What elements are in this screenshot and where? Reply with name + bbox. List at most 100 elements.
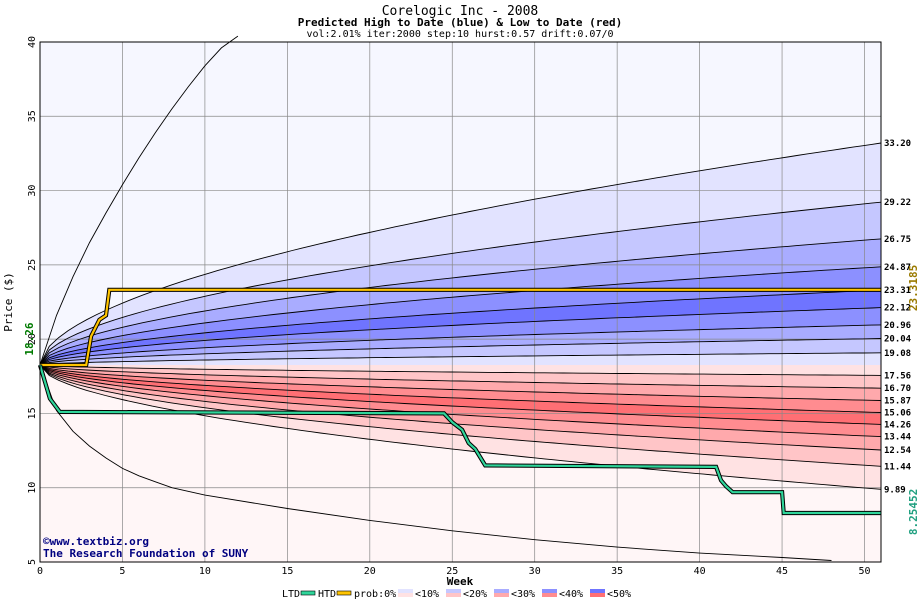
legend-swatch-red [398,593,413,597]
credit-line-1: ©www.textbiz.org [43,535,149,548]
quantile-label: 20.96 [884,321,911,331]
quantile-line [39,364,882,425]
quantile-line [39,364,882,438]
legend-ltd-swatch [300,590,316,596]
x-tick-label: 40 [694,566,706,577]
quantile-label: 19.08 [884,349,911,359]
y-axis-label: Price ($) [2,272,15,332]
start-price-label: 18.26 [23,322,36,355]
chart-subtitle: Predicted High to Date (blue) & Low to D… [298,16,623,29]
band-low-6 [40,365,881,450]
legend-htd-swatch [336,590,352,596]
quantile-labels: 33.20 29.22 26.75 24.87 23.31 22.12 20.96 20.04… [884,139,912,495]
band-high-1 [40,202,881,365]
quantile-line [39,338,882,366]
band-low-4 [40,365,881,425]
band-low-3 [40,365,881,413]
y-tick-label: 20 [27,333,38,345]
x-tick-label: 30 [529,566,541,577]
legend-swatch-blue [398,589,413,593]
legend-swatch-red [446,593,461,597]
ltd-end-label: 8.25452 [907,489,920,535]
quantile-label: 26.75 [884,235,911,245]
quantile-line [39,364,882,401]
x-tick-label: 15 [281,566,293,577]
legend-item-label: <30% [511,589,535,600]
band-low-1 [40,365,881,389]
x-tick-label: 10 [199,566,211,577]
x-tick-label: 50 [858,566,870,577]
chart-params: vol:2.01% iter:2000 step:10 hurst:0.57 d… [306,29,613,40]
legend-swatch-red [542,593,557,597]
quantile-line [39,324,882,366]
x-tick-label: 45 [776,566,788,577]
y-tick-label: 25 [27,259,38,271]
band-low-5 [40,365,881,437]
legend-swatch-blue [494,589,509,593]
quantile-line [39,266,882,366]
quantile-line [39,364,882,376]
quantile-line [39,364,882,413]
quantile-line [39,238,882,366]
quantile-line [39,364,882,389]
quantile-line [39,352,882,366]
legend-swatch-blue [542,589,557,593]
band-high-0 [40,143,881,365]
quantile-label: 17.56 [884,371,911,381]
htd-end-label: 23.3185 [907,265,920,311]
ltd-line [38,364,881,515]
band-high-7 [40,338,881,365]
legend-swatch-blue [590,589,605,593]
credit-line-2: The Research Foundation of SUNY [43,547,249,560]
x-tick-label: 5 [119,566,125,577]
y-tick-label: 35 [27,110,38,122]
quantile-line [39,142,882,366]
quantile-label: 33.20 [884,139,911,149]
y-tick-label: 10 [27,482,38,494]
quantile-line [39,364,882,451]
x-tick-label: 20 [364,566,376,577]
band-high-4 [40,290,881,365]
band-low-8 [40,365,881,490]
series [37,287,881,516]
band-low-2 [40,365,881,401]
y-tick-label: 30 [27,185,38,197]
quantile-label: 29.22 [884,198,911,208]
quantile-label: 12.54 [884,446,912,456]
chart-title: Corelogic Inc - 2008 [382,4,539,19]
legend-swatch-red [590,593,605,597]
quantile-lines [39,35,882,561]
x-tick-label: 0 [37,566,43,577]
x-tick-label: 25 [446,566,458,577]
quantile-label: 20.04 [884,335,912,345]
quantile-line [39,364,882,467]
legend-item-label: <20% [463,589,487,600]
quantile-line [39,201,882,366]
quantile-label: 15.87 [884,397,911,407]
high-probability-bands [40,42,881,365]
quantile-line [39,307,882,366]
low-probability-bands [40,365,881,562]
outer-high-line [39,35,239,366]
legend-item-label: <50% [607,589,631,600]
x-tick-label: 35 [611,566,623,577]
band-low-0 [40,365,881,376]
legend-ltd-label: LTD [282,589,300,600]
band-high-8 [40,352,881,365]
legend-htd-label: HTD [318,589,336,600]
band-high-6 [40,324,881,365]
quantile-line [39,289,882,366]
plot-frame [39,41,882,563]
legend-item-label: <40% [559,589,583,600]
y-tick-label: 15 [27,407,38,419]
quantile-label: 24.87 [884,263,911,273]
x-axis-label: Week [447,575,474,588]
legend-items: <10% <20% <30% <40% <50% [398,589,631,600]
htd-line [40,288,881,367]
quantile-label: 15.06 [884,409,911,419]
band-high-2 [40,238,881,365]
legend-item-label: <10% [415,589,439,600]
outer-low-line [39,364,832,561]
quantile-label: 9.89 [884,485,906,495]
